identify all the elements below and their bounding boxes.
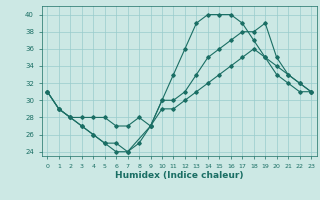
X-axis label: Humidex (Indice chaleur): Humidex (Indice chaleur) bbox=[115, 171, 244, 180]
